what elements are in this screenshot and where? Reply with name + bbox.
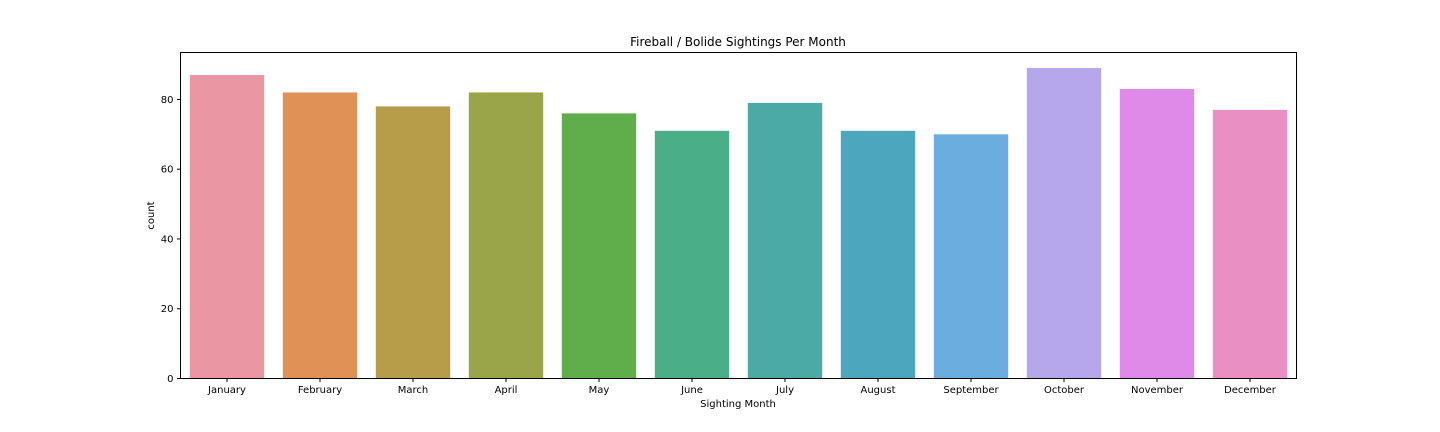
y-tick-label: 0 xyxy=(167,374,173,385)
x-tick-label: May xyxy=(589,385,610,396)
x-tick-label: August xyxy=(861,385,896,396)
y-axis-ticks: 0 20 40 60 80 xyxy=(161,95,181,385)
x-tick-label: January xyxy=(207,385,246,396)
y-axis-label: count xyxy=(146,201,157,229)
x-tick-label: September xyxy=(943,385,999,396)
y-tick-label: 20 xyxy=(161,304,174,315)
x-tick-label: December xyxy=(1224,385,1277,396)
x-tick-label: February xyxy=(298,385,342,396)
x-tick-label: November xyxy=(1131,385,1184,396)
x-axis-label: Sighting Month xyxy=(700,399,776,410)
plot-frame xyxy=(180,52,1297,379)
bar-october xyxy=(1026,68,1102,379)
bar-january xyxy=(189,75,265,379)
bar-april xyxy=(468,92,544,379)
bar-july xyxy=(747,102,823,379)
x-tick-label: July xyxy=(775,385,794,396)
x-tick-label: April xyxy=(495,385,518,396)
x-tick-label: March xyxy=(398,385,428,396)
bar-june xyxy=(654,130,730,379)
bars-group xyxy=(189,68,1288,379)
bar-december xyxy=(1212,109,1288,379)
y-tick-label: 80 xyxy=(161,95,174,106)
bar-september xyxy=(933,134,1009,379)
x-tick-label: June xyxy=(680,385,703,396)
bar-august xyxy=(840,130,916,379)
bar-february xyxy=(282,92,358,379)
bar-may xyxy=(561,113,637,379)
chart-title: Fireball / Bolide Sightings Per Month xyxy=(630,35,846,49)
y-tick-label: 60 xyxy=(161,165,174,176)
x-axis-ticks: January February March April May June July Augu… xyxy=(207,378,1277,396)
x-tick-label: October xyxy=(1044,385,1085,396)
bar-november xyxy=(1119,88,1195,379)
y-tick-label: 40 xyxy=(161,234,174,245)
bar-march xyxy=(375,106,451,379)
